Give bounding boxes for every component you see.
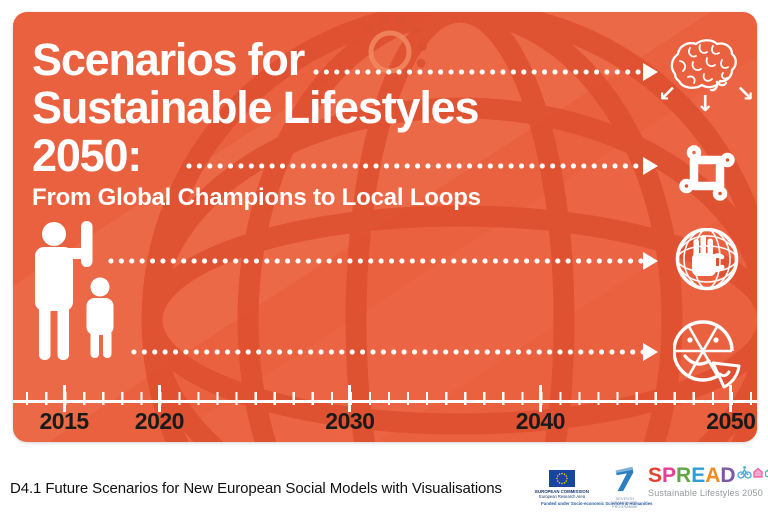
arrow-down-left-icon: ↙: [658, 82, 677, 107]
brain-icon: [670, 39, 737, 92]
globe-hand-icon: [675, 228, 739, 291]
arrow-down-right-icon: ↘: [736, 82, 755, 107]
spread-tagline: Sustainable Lifestyles 2050: [648, 488, 763, 498]
year-label-2030: 2030: [325, 408, 375, 434]
dotted-line: [107, 257, 643, 265]
funding-note: Funded under Socio-economic Sciences & H…: [541, 501, 653, 506]
timeline-axis: [13, 399, 757, 403]
spread-letter-a: A: [705, 464, 721, 487]
arrow-head-icon: [643, 62, 658, 81]
title-line-2: Sustainable Lifestyles: [32, 82, 479, 133]
dotted-line: [312, 68, 643, 76]
subtitle: From Global Champions to Local Loops: [32, 184, 481, 211]
year-label-2050: 2050: [706, 408, 756, 434]
european-commission-label: EUROPEAN COMMISSION: [535, 489, 589, 494]
dotted-arrow-2: [185, 156, 658, 175]
arrow-head-icon: [643, 342, 658, 361]
timeline-major-tick: [538, 385, 542, 412]
arrow-head-icon: [643, 251, 658, 270]
pie-smiley-icon: [673, 320, 741, 389]
document-caption: D4.1 Future Scenarios for New European S…: [10, 480, 502, 497]
fp7-caption: SEVENTH FRAMEWORK PROGRAMME: [612, 497, 638, 509]
title-line-1: Scenarios for: [32, 34, 305, 85]
dotted-line: [130, 348, 643, 356]
fp7-seven-icon: [615, 466, 634, 492]
spread-wordmark: SPREAD: [648, 464, 768, 487]
timeline-minor-ticks: [26, 392, 756, 405]
arrow-head-icon: [643, 156, 658, 175]
spread-logo: SPREAD Sustainable Lifestyles 2050: [648, 464, 768, 498]
spread-pictograms-icon: [736, 466, 768, 479]
eu-flag-icon: [549, 470, 575, 487]
european-commission-logo-text: EUROPEAN COMMISSION European Research Ar…: [532, 489, 592, 499]
dotted-arrow-4: [130, 342, 658, 361]
dotted-arrow-3: [107, 251, 658, 270]
cover-card: Scenarios for Sustainable Lifestyles 205…: [13, 12, 757, 442]
spread-letter-d: D: [720, 464, 736, 487]
timeline-major-tick: [729, 385, 733, 412]
spread-letter-e: E: [691, 464, 706, 487]
dotted-line: [185, 162, 643, 170]
year-label-2015: 2015: [39, 408, 90, 434]
year-label-2020: 2020: [134, 408, 185, 434]
timeline-major-tick: [348, 385, 352, 412]
page-title: Scenarios for Sustainable Lifestyles 205…: [32, 34, 479, 181]
year-label-2040: 2040: [515, 408, 566, 434]
globe-watermark-icon: [13, 12, 757, 442]
fp7-logo: SEVENTH FRAMEWORK PROGRAMME: [603, 466, 647, 509]
spread-letter-s: S: [648, 464, 663, 487]
arrow-down-icon: ↓: [696, 92, 715, 117]
european-research-area-label: European Research Area: [539, 494, 585, 499]
spread-letter-r: R: [676, 464, 692, 487]
spread-letter-p: P: [662, 464, 677, 487]
dotted-arrow-1: [312, 62, 658, 81]
timeline-major-tick: [62, 385, 66, 412]
interlocked-loops-icon: [679, 145, 735, 201]
timeline-major-tick: [157, 385, 161, 412]
adult-child-figures-icon: [35, 221, 114, 360]
title-line-3: 2050:: [32, 130, 142, 181]
